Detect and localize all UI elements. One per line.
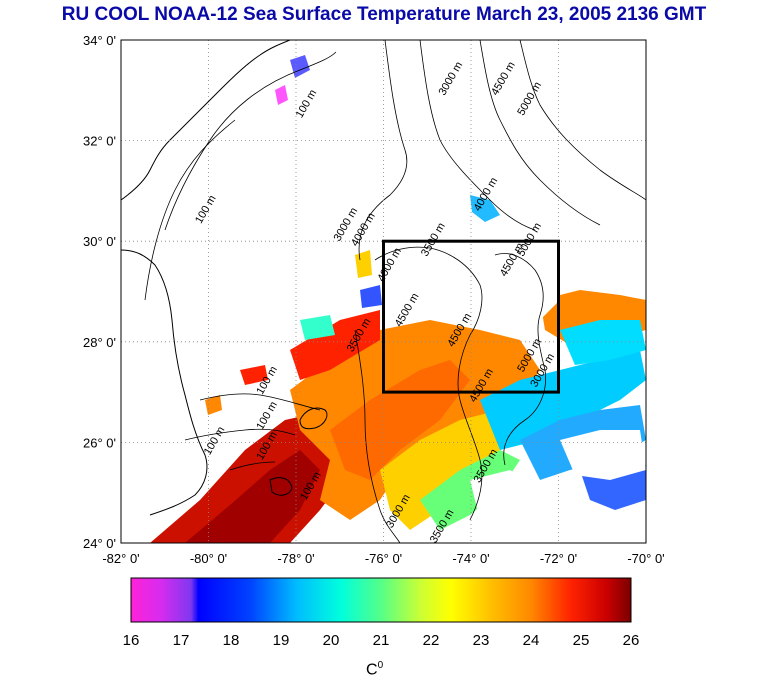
colorbar-tick-label: 20 — [322, 632, 340, 649]
colorbar-tick-label: 22 — [422, 632, 440, 649]
colorbar — [130, 577, 632, 623]
lat-tick-label: 24° 0' — [83, 536, 116, 551]
longitude-axis: -82° 0' -80° 0' -78° 0' -76° 0' -74° 0' -72° … — [102, 551, 664, 566]
colorbar-tick-label: 21 — [372, 632, 390, 649]
latitude-axis: 34° 0' 32° 0' 30° 0' 28° 0' 26° 0' 24° 0' — [83, 33, 116, 551]
lat-tick-label: 26° 0' — [83, 435, 116, 450]
colorbar-tick-label: 16 — [122, 632, 140, 649]
colorbar-tick-label: 17 — [172, 632, 190, 649]
lon-tick-label: -78° 0' — [277, 551, 314, 566]
colorbar-tick-label: 18 — [222, 632, 240, 649]
sst-imagery — [150, 55, 646, 543]
bathymetry-contours — [144, 40, 646, 543]
lon-tick-label: -72° 0' — [540, 551, 577, 566]
colorbar-tick-label: 19 — [272, 632, 290, 649]
unit-superscript: 0 — [377, 660, 384, 671]
coastline — [121, 40, 328, 516]
colorbar-tick-label: 23 — [472, 632, 490, 649]
unit-base: C — [366, 661, 378, 679]
lat-tick-label: 30° 0' — [83, 234, 116, 249]
study-area-box — [382, 239, 560, 394]
lon-tick-label: -70° 0' — [627, 551, 664, 566]
lat-tick-label: 28° 0' — [83, 335, 116, 350]
lat-tick-label: 34° 0' — [83, 33, 116, 48]
lon-tick-label: -82° 0' — [102, 551, 139, 566]
colorbar-tick-label: 24 — [522, 632, 540, 649]
colorbar-tick-label: 26 — [622, 632, 640, 649]
map-frame — [120, 39, 647, 544]
lat-tick-label: 32° 0' — [83, 134, 116, 149]
lon-tick-label: -76° 0' — [365, 551, 402, 566]
map-title: RU COOL NOAA-12 Sea Surface Temperature … — [61, 4, 707, 25]
colorbar-tick-label: 25 — [572, 632, 590, 649]
contour-100m-north — [164, 51, 337, 231]
lon-tick-label: -74° 0' — [452, 551, 489, 566]
colorbar-unit-label: C0 — [366, 660, 383, 679]
lon-tick-label: -80° 0' — [190, 551, 227, 566]
